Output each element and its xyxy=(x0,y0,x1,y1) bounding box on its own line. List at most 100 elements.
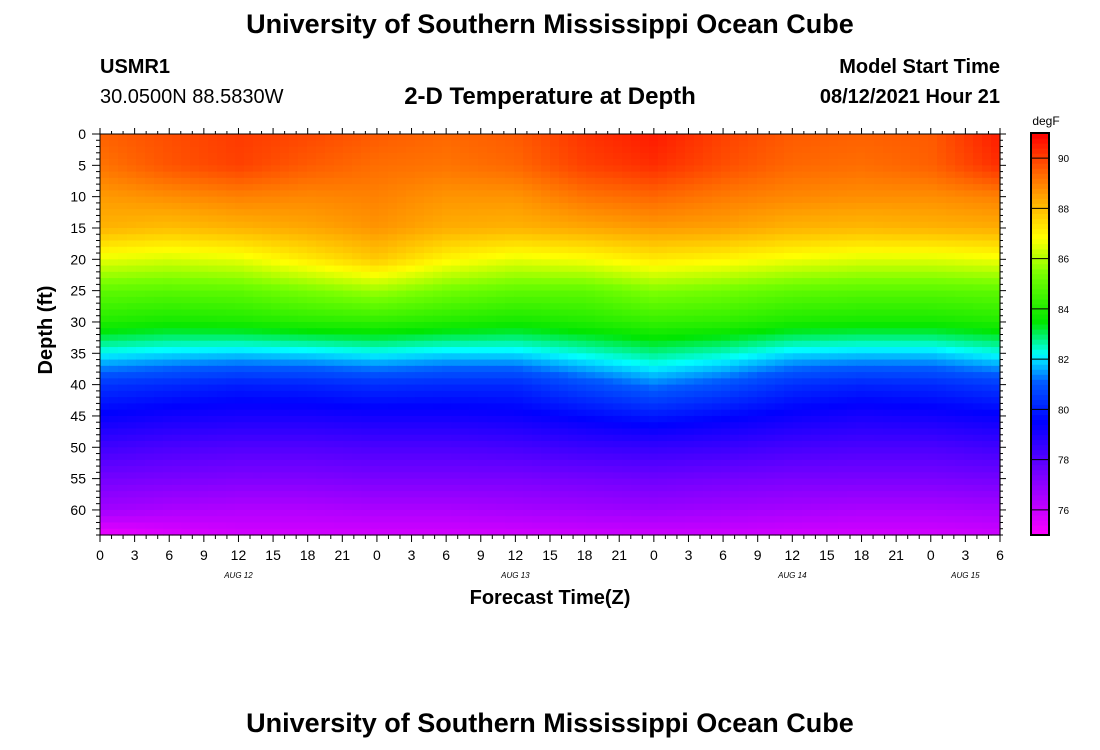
heatmap-cell xyxy=(703,265,713,273)
heatmap-cell xyxy=(289,240,299,248)
heatmap-cell xyxy=(451,209,461,217)
heatmap-cell xyxy=(397,265,407,273)
heatmap-cell xyxy=(568,227,578,235)
heatmap-cell xyxy=(424,328,434,336)
heatmap-cell xyxy=(829,190,839,198)
heatmap-cell xyxy=(559,403,569,411)
heatmap-cell xyxy=(433,409,443,417)
heatmap-cell xyxy=(712,334,722,342)
heatmap-cell xyxy=(865,334,875,342)
heatmap-cell xyxy=(136,221,146,229)
heatmap-cell xyxy=(199,234,209,242)
heatmap-cell xyxy=(766,378,776,386)
heatmap-cell xyxy=(658,428,668,436)
heatmap-cell xyxy=(550,227,560,235)
heatmap-cell xyxy=(496,184,506,191)
heatmap-cell xyxy=(298,140,308,148)
heatmap-cell xyxy=(856,209,866,217)
heatmap-cell xyxy=(685,359,695,367)
heatmap-cell xyxy=(559,177,569,185)
heatmap-cell xyxy=(118,378,128,386)
heatmap-cell xyxy=(262,196,272,204)
heatmap-cell xyxy=(433,340,443,348)
heatmap-cell xyxy=(145,271,155,279)
heatmap-cell xyxy=(127,434,137,442)
heatmap-cell xyxy=(919,303,929,311)
heatmap-cell xyxy=(802,140,812,148)
heatmap-cell xyxy=(982,397,992,405)
heatmap-cell xyxy=(973,184,983,191)
heatmap-cell xyxy=(415,303,425,311)
heatmap-cell xyxy=(973,134,983,141)
heatmap-cell xyxy=(127,384,137,392)
heatmap-cell xyxy=(271,340,281,348)
heatmap-cell xyxy=(253,234,263,242)
heatmap-cell xyxy=(478,334,488,342)
heatmap-cell xyxy=(505,271,515,279)
heatmap-cell xyxy=(865,365,875,373)
heatmap-cell xyxy=(649,177,659,185)
heatmap-cell xyxy=(613,240,623,248)
heatmap-cell xyxy=(307,347,317,354)
heatmap-cell xyxy=(721,253,731,260)
heatmap-cell xyxy=(883,353,893,361)
heatmap-cell xyxy=(712,246,722,254)
heatmap-cell xyxy=(118,303,128,311)
heatmap-cell xyxy=(127,428,137,436)
heatmap-cell xyxy=(127,378,137,386)
heatmap-cell xyxy=(982,184,992,191)
heatmap-cell xyxy=(874,209,884,217)
heatmap-cell xyxy=(883,177,893,185)
heatmap-cell xyxy=(712,265,722,273)
heatmap-cell xyxy=(775,240,785,248)
heatmap-cell xyxy=(757,428,767,436)
heatmap-cell xyxy=(316,259,326,267)
heatmap-cell xyxy=(226,359,236,367)
heatmap-cell xyxy=(982,227,992,235)
heatmap-cell xyxy=(739,196,749,204)
heatmap-cell xyxy=(163,284,173,292)
heatmap-cell xyxy=(577,190,587,198)
heatmap-cell xyxy=(559,334,569,342)
heatmap-cell xyxy=(235,202,245,210)
heatmap-cell xyxy=(325,434,335,442)
heatmap-cell xyxy=(856,165,866,173)
heatmap-cell xyxy=(748,315,758,323)
heatmap-cell xyxy=(928,328,938,336)
heatmap-cell xyxy=(910,303,920,311)
heatmap-cell xyxy=(667,290,677,298)
heatmap-cell xyxy=(577,390,587,398)
heatmap-cell xyxy=(406,146,416,154)
heatmap-cell xyxy=(424,152,434,160)
heatmap-cell xyxy=(883,278,893,285)
heatmap-cell xyxy=(577,428,587,436)
heatmap-cell xyxy=(829,271,839,279)
heatmap-cell xyxy=(415,140,425,148)
heatmap-cell xyxy=(190,365,200,373)
heatmap-cell xyxy=(136,271,146,279)
heatmap-cell xyxy=(253,278,263,285)
heatmap-cell xyxy=(433,390,443,398)
heatmap-cell xyxy=(730,428,740,436)
heatmap-cell xyxy=(820,152,830,160)
heatmap-cell xyxy=(415,221,425,229)
heatmap-cell xyxy=(982,152,992,160)
heatmap-cell xyxy=(919,403,929,411)
heatmap-cell xyxy=(199,284,209,292)
heatmap-cell xyxy=(568,159,578,166)
heatmap-cell xyxy=(685,234,695,242)
heatmap-cell xyxy=(433,259,443,267)
heatmap-cell xyxy=(910,415,920,423)
heatmap-cell xyxy=(199,240,209,248)
heatmap-cell xyxy=(271,146,281,154)
heatmap-cell xyxy=(631,246,641,254)
heatmap-cell xyxy=(361,365,371,373)
heatmap-cell xyxy=(532,328,542,336)
heatmap-cell xyxy=(541,190,551,198)
heatmap-cell xyxy=(874,428,884,436)
heatmap-cell xyxy=(478,403,488,411)
heatmap-cell xyxy=(919,259,929,267)
heatmap-cell xyxy=(694,202,704,210)
heatmap-cell xyxy=(379,415,389,423)
heatmap-cell xyxy=(316,177,326,185)
